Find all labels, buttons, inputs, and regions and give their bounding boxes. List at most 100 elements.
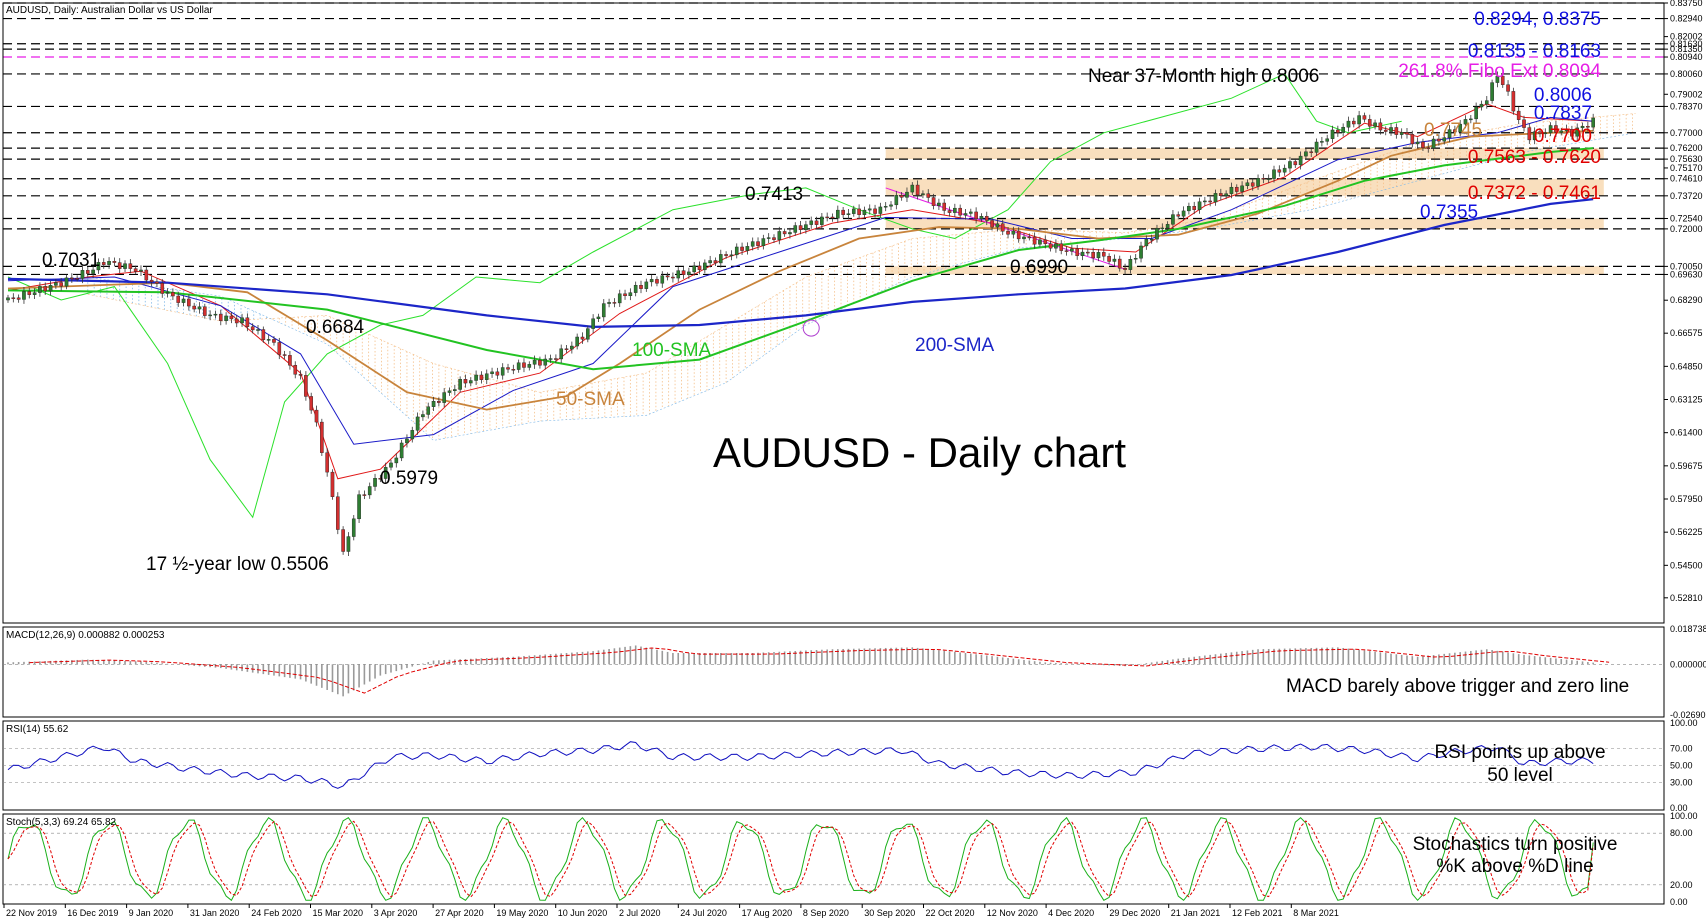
candle-body <box>75 278 79 280</box>
x-tick-label: 8 Mar 2021 <box>1293 908 1339 918</box>
candle-body <box>995 223 1000 228</box>
x-tick-label: 12 Feb 2021 <box>1232 908 1283 918</box>
candle-body <box>516 362 521 370</box>
candle-body <box>1426 147 1431 149</box>
candle-body <box>671 276 675 279</box>
candle-body <box>293 365 298 375</box>
stoch-tick-label: 20.00 <box>1670 880 1693 890</box>
candle-body <box>692 265 696 273</box>
candle-body <box>1101 252 1106 257</box>
candle-body <box>1506 84 1510 92</box>
candle-body <box>447 390 452 393</box>
label-p6684: 0.6684 <box>306 317 365 338</box>
zone-bands <box>885 148 1604 275</box>
candle-body <box>1165 224 1170 229</box>
candle-body <box>591 318 595 329</box>
candle-body <box>394 457 399 464</box>
candle-body <box>804 224 808 231</box>
candle-body <box>1256 178 1260 187</box>
candle-body <box>495 371 500 376</box>
candle-body <box>559 348 564 360</box>
y-tick-label: 0.73720 <box>1670 191 1703 201</box>
candle-body <box>1346 120 1351 128</box>
candle-body <box>139 269 143 272</box>
x-tick-label: 4 Dec 2020 <box>1048 908 1094 918</box>
macd-panel <box>3 645 1664 697</box>
candle-body <box>1325 138 1329 142</box>
candle-body <box>905 191 909 198</box>
candle-body <box>213 313 218 316</box>
candle-body <box>1277 169 1282 173</box>
candle-body <box>128 263 133 269</box>
y-tick-label: 0.72000 <box>1670 224 1703 234</box>
candle-body <box>176 295 181 303</box>
label-r1: 0.8294, 0.8375 <box>1474 9 1601 30</box>
candle-body <box>144 269 149 281</box>
candle-body <box>713 260 718 264</box>
candle-body <box>123 263 127 269</box>
candle-body <box>718 254 723 264</box>
candle-body <box>586 328 590 340</box>
candle-body <box>1245 182 1250 187</box>
candle-body <box>612 302 617 304</box>
candle-body <box>266 339 271 341</box>
candle-body <box>1591 117 1595 128</box>
candle-body <box>1059 243 1064 251</box>
candle-body <box>421 414 425 418</box>
candle-body <box>926 193 931 198</box>
macd-title: MACD(12,26,9) 0.000882 0.000253 <box>6 630 165 641</box>
stoch-tick-label: 80.00 <box>1670 828 1693 838</box>
candle-body <box>1442 137 1447 142</box>
candle-body <box>48 285 53 292</box>
candle-body <box>1282 167 1287 173</box>
candle-body <box>1410 134 1415 145</box>
stoch-annotation-line2: %K above %D line <box>1436 856 1593 877</box>
candle-body <box>580 336 585 340</box>
candle-body <box>969 211 973 214</box>
zone-band <box>885 148 1604 160</box>
candle-body <box>772 237 776 240</box>
candle-body <box>990 220 994 228</box>
label-s2: 0.7563 - 0.7620 <box>1468 147 1601 168</box>
label-low: 17 ½-year low 0.5506 <box>146 554 329 575</box>
candle-body <box>1341 126 1345 133</box>
x-tick-label: 15 Mar 2020 <box>313 908 364 918</box>
candle-body <box>1314 141 1319 153</box>
candle-body <box>1389 127 1393 132</box>
candle-body <box>229 315 234 320</box>
candle-body <box>1266 178 1271 180</box>
candle-body <box>1437 138 1441 142</box>
candle-body <box>1070 248 1074 252</box>
candle-body <box>1234 186 1239 192</box>
y-tick-label: 0.81630 <box>1670 39 1703 49</box>
candle-body <box>1192 206 1197 210</box>
macd-tick-label: 0.000000 <box>1670 659 1706 669</box>
x-tick-label: 2 Jul 2020 <box>619 908 661 918</box>
macd-tick-label: -0.026907 <box>1670 710 1706 720</box>
indicator-lines <box>7 73 1594 519</box>
candle-body <box>1160 227 1165 230</box>
candle-body <box>798 225 803 231</box>
candle-body <box>1394 127 1399 135</box>
candle-body <box>389 462 393 468</box>
candle-body <box>1213 193 1218 203</box>
label-p5979: 0.5979 <box>380 468 438 489</box>
candle-body <box>750 241 755 247</box>
candle-body <box>1421 141 1425 148</box>
candle-body <box>1091 252 1095 259</box>
candle-body <box>1447 129 1452 138</box>
candle-body <box>974 211 978 220</box>
macd-annotation: MACD barely above trigger and zero line <box>1286 676 1629 697</box>
candle-body <box>878 206 883 214</box>
y-tick-label: 0.64850 <box>1670 361 1703 371</box>
candle-body <box>70 277 74 280</box>
candle-body <box>341 529 345 552</box>
candle-body <box>697 265 702 271</box>
candle-body <box>351 518 356 537</box>
candle-body <box>1011 230 1016 235</box>
candle-body <box>64 277 69 287</box>
candle-body <box>437 400 441 403</box>
x-tick-label: 12 Nov 2020 <box>987 908 1038 918</box>
candle-body <box>942 202 947 211</box>
